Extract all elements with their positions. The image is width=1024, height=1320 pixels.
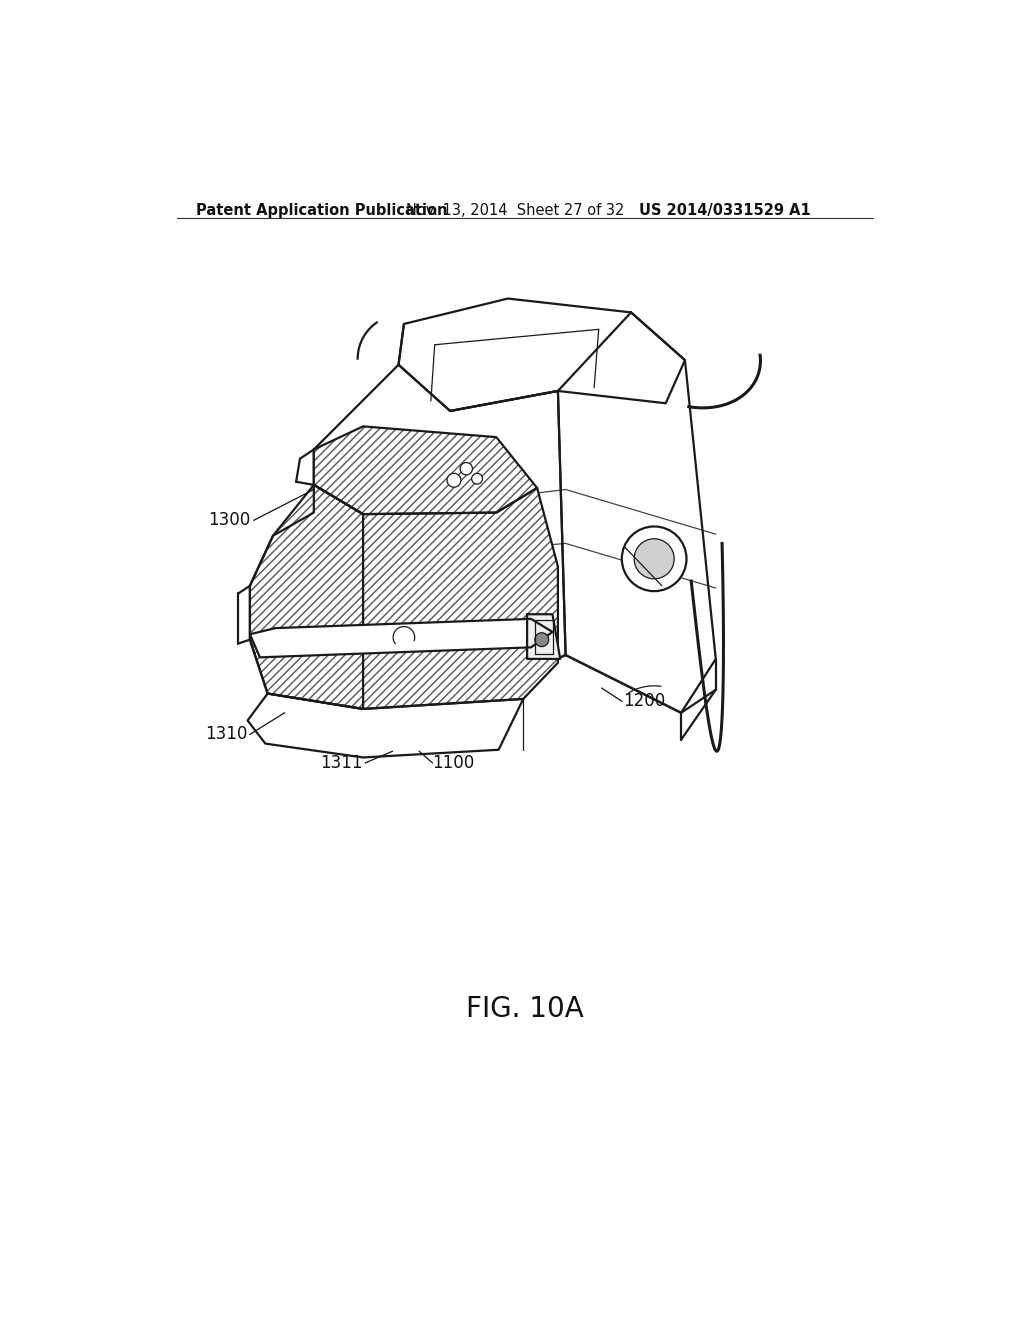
Circle shape: [622, 527, 686, 591]
Text: Patent Application Publication: Patent Application Publication: [196, 203, 447, 218]
Polygon shape: [398, 298, 685, 411]
Circle shape: [634, 539, 674, 579]
Polygon shape: [527, 614, 560, 659]
Polygon shape: [313, 426, 538, 515]
Circle shape: [460, 462, 472, 475]
Text: 1310: 1310: [205, 726, 248, 743]
Text: 1311: 1311: [321, 754, 364, 772]
Polygon shape: [250, 619, 553, 657]
Polygon shape: [313, 426, 538, 515]
Polygon shape: [250, 484, 364, 709]
Text: FIG. 10A: FIG. 10A: [466, 995, 584, 1023]
Polygon shape: [250, 484, 364, 709]
Text: US 2014/0331529 A1: US 2014/0331529 A1: [639, 203, 811, 218]
Polygon shape: [558, 313, 716, 713]
Polygon shape: [250, 484, 558, 709]
Text: 1200: 1200: [624, 692, 666, 710]
Circle shape: [472, 474, 482, 484]
Text: 1300: 1300: [208, 511, 250, 529]
Polygon shape: [313, 364, 565, 705]
Circle shape: [535, 632, 549, 647]
Polygon shape: [250, 484, 558, 709]
Polygon shape: [248, 693, 523, 758]
Text: 1100: 1100: [432, 754, 475, 772]
Text: Nov. 13, 2014  Sheet 27 of 32: Nov. 13, 2014 Sheet 27 of 32: [407, 203, 625, 218]
Circle shape: [447, 474, 461, 487]
